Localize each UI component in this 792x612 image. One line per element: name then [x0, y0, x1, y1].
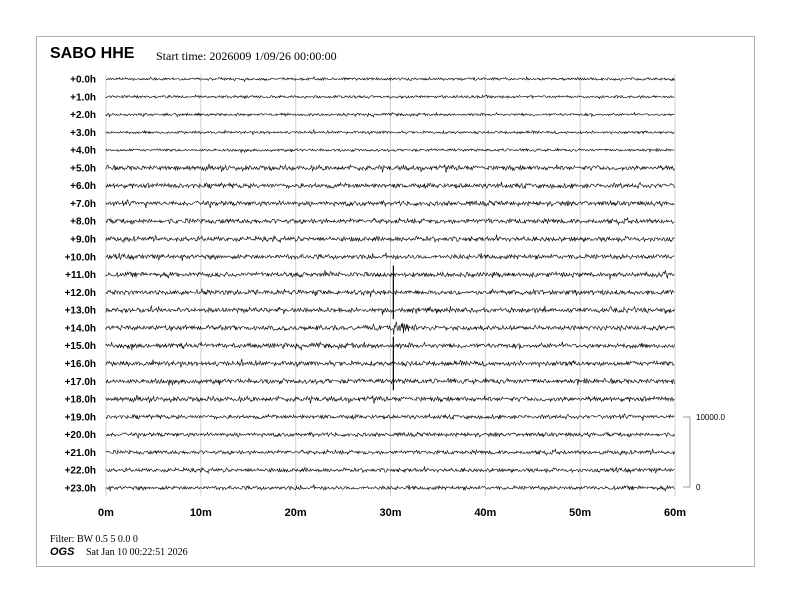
row-label: +7.0h — [70, 199, 96, 210]
row-label: +22.0h — [65, 466, 96, 477]
row-label: +18.0h — [65, 395, 96, 406]
trace-+19.0h — [105, 413, 675, 421]
x-tick-label: 10m — [190, 507, 212, 519]
row-label: +21.0h — [65, 448, 96, 459]
trace-+23.0h — [105, 484, 675, 492]
trace-+6.0h — [105, 181, 675, 190]
x-tick-label: 50m — [569, 507, 591, 519]
trace-+11.0h — [105, 269, 675, 280]
row-label: +9.0h — [70, 235, 96, 246]
row-label: +17.0h — [65, 377, 96, 388]
row-label: +4.0h — [70, 146, 96, 157]
x-tick-label: 40m — [474, 507, 496, 519]
row-label: +8.0h — [70, 217, 96, 228]
trace-+8.0h — [105, 217, 675, 226]
trace-+13.0h — [105, 304, 675, 316]
row-label: +12.0h — [65, 288, 96, 299]
trace-+17.0h — [105, 377, 675, 386]
trace-+14.0h — [105, 320, 675, 335]
scale-bottom-label: 0 — [696, 483, 701, 492]
row-label: +16.0h — [65, 359, 96, 370]
row-label: +14.0h — [65, 323, 96, 334]
row-label: +6.0h — [70, 181, 96, 192]
x-tick-label: 0m — [98, 507, 114, 519]
row-label: +15.0h — [65, 341, 96, 352]
trace-+10.0h — [105, 252, 675, 261]
trace-+2.0h — [105, 111, 675, 118]
trace-+18.0h — [105, 394, 675, 404]
start-time: Start time: 2026009 1/09/26 00:00:00 — [156, 49, 337, 63]
trace-+15.0h — [105, 341, 675, 351]
row-label: +19.0h — [65, 412, 96, 423]
row-label: +3.0h — [70, 128, 96, 139]
trace-+5.0h — [105, 163, 675, 173]
trace-+4.0h — [105, 147, 675, 154]
org-logo: OGS — [50, 546, 75, 558]
station-title: SABO HHE — [50, 45, 135, 62]
trace-+1.0h — [105, 94, 675, 100]
trace-+16.0h — [105, 358, 675, 368]
row-label: +10.0h — [65, 252, 96, 263]
trace-+3.0h — [105, 128, 675, 136]
x-tick-label: 20m — [285, 507, 307, 519]
trace-+12.0h — [105, 288, 675, 298]
trace-+7.0h — [105, 198, 675, 209]
x-tick-label: 30m — [379, 507, 401, 519]
trace-+9.0h — [105, 234, 675, 243]
row-label: +5.0h — [70, 163, 96, 174]
row-label: +1.0h — [70, 92, 96, 103]
plot-timestamp: Sat Jan 10 00:22:51 2026 — [86, 547, 188, 558]
scale-top-label: 10000.0 — [696, 413, 725, 422]
trace-+22.0h — [105, 466, 675, 475]
row-label: +2.0h — [70, 110, 96, 121]
trace-+20.0h — [105, 431, 675, 439]
row-label: +23.0h — [65, 483, 96, 494]
row-label: +0.0h — [70, 75, 96, 86]
row-label: +20.0h — [65, 430, 96, 441]
scale-bar — [683, 416, 691, 488]
row-label: +11.0h — [65, 270, 96, 281]
trace-+21.0h — [105, 448, 675, 456]
x-tick-label: 60m — [664, 507, 686, 519]
row-label: +13.0h — [65, 306, 96, 317]
filter-label: Filter: BW 0.5 5 0.0 0 — [50, 534, 138, 545]
plot-frame — [36, 36, 755, 567]
trace-+0.0h — [105, 75, 675, 83]
